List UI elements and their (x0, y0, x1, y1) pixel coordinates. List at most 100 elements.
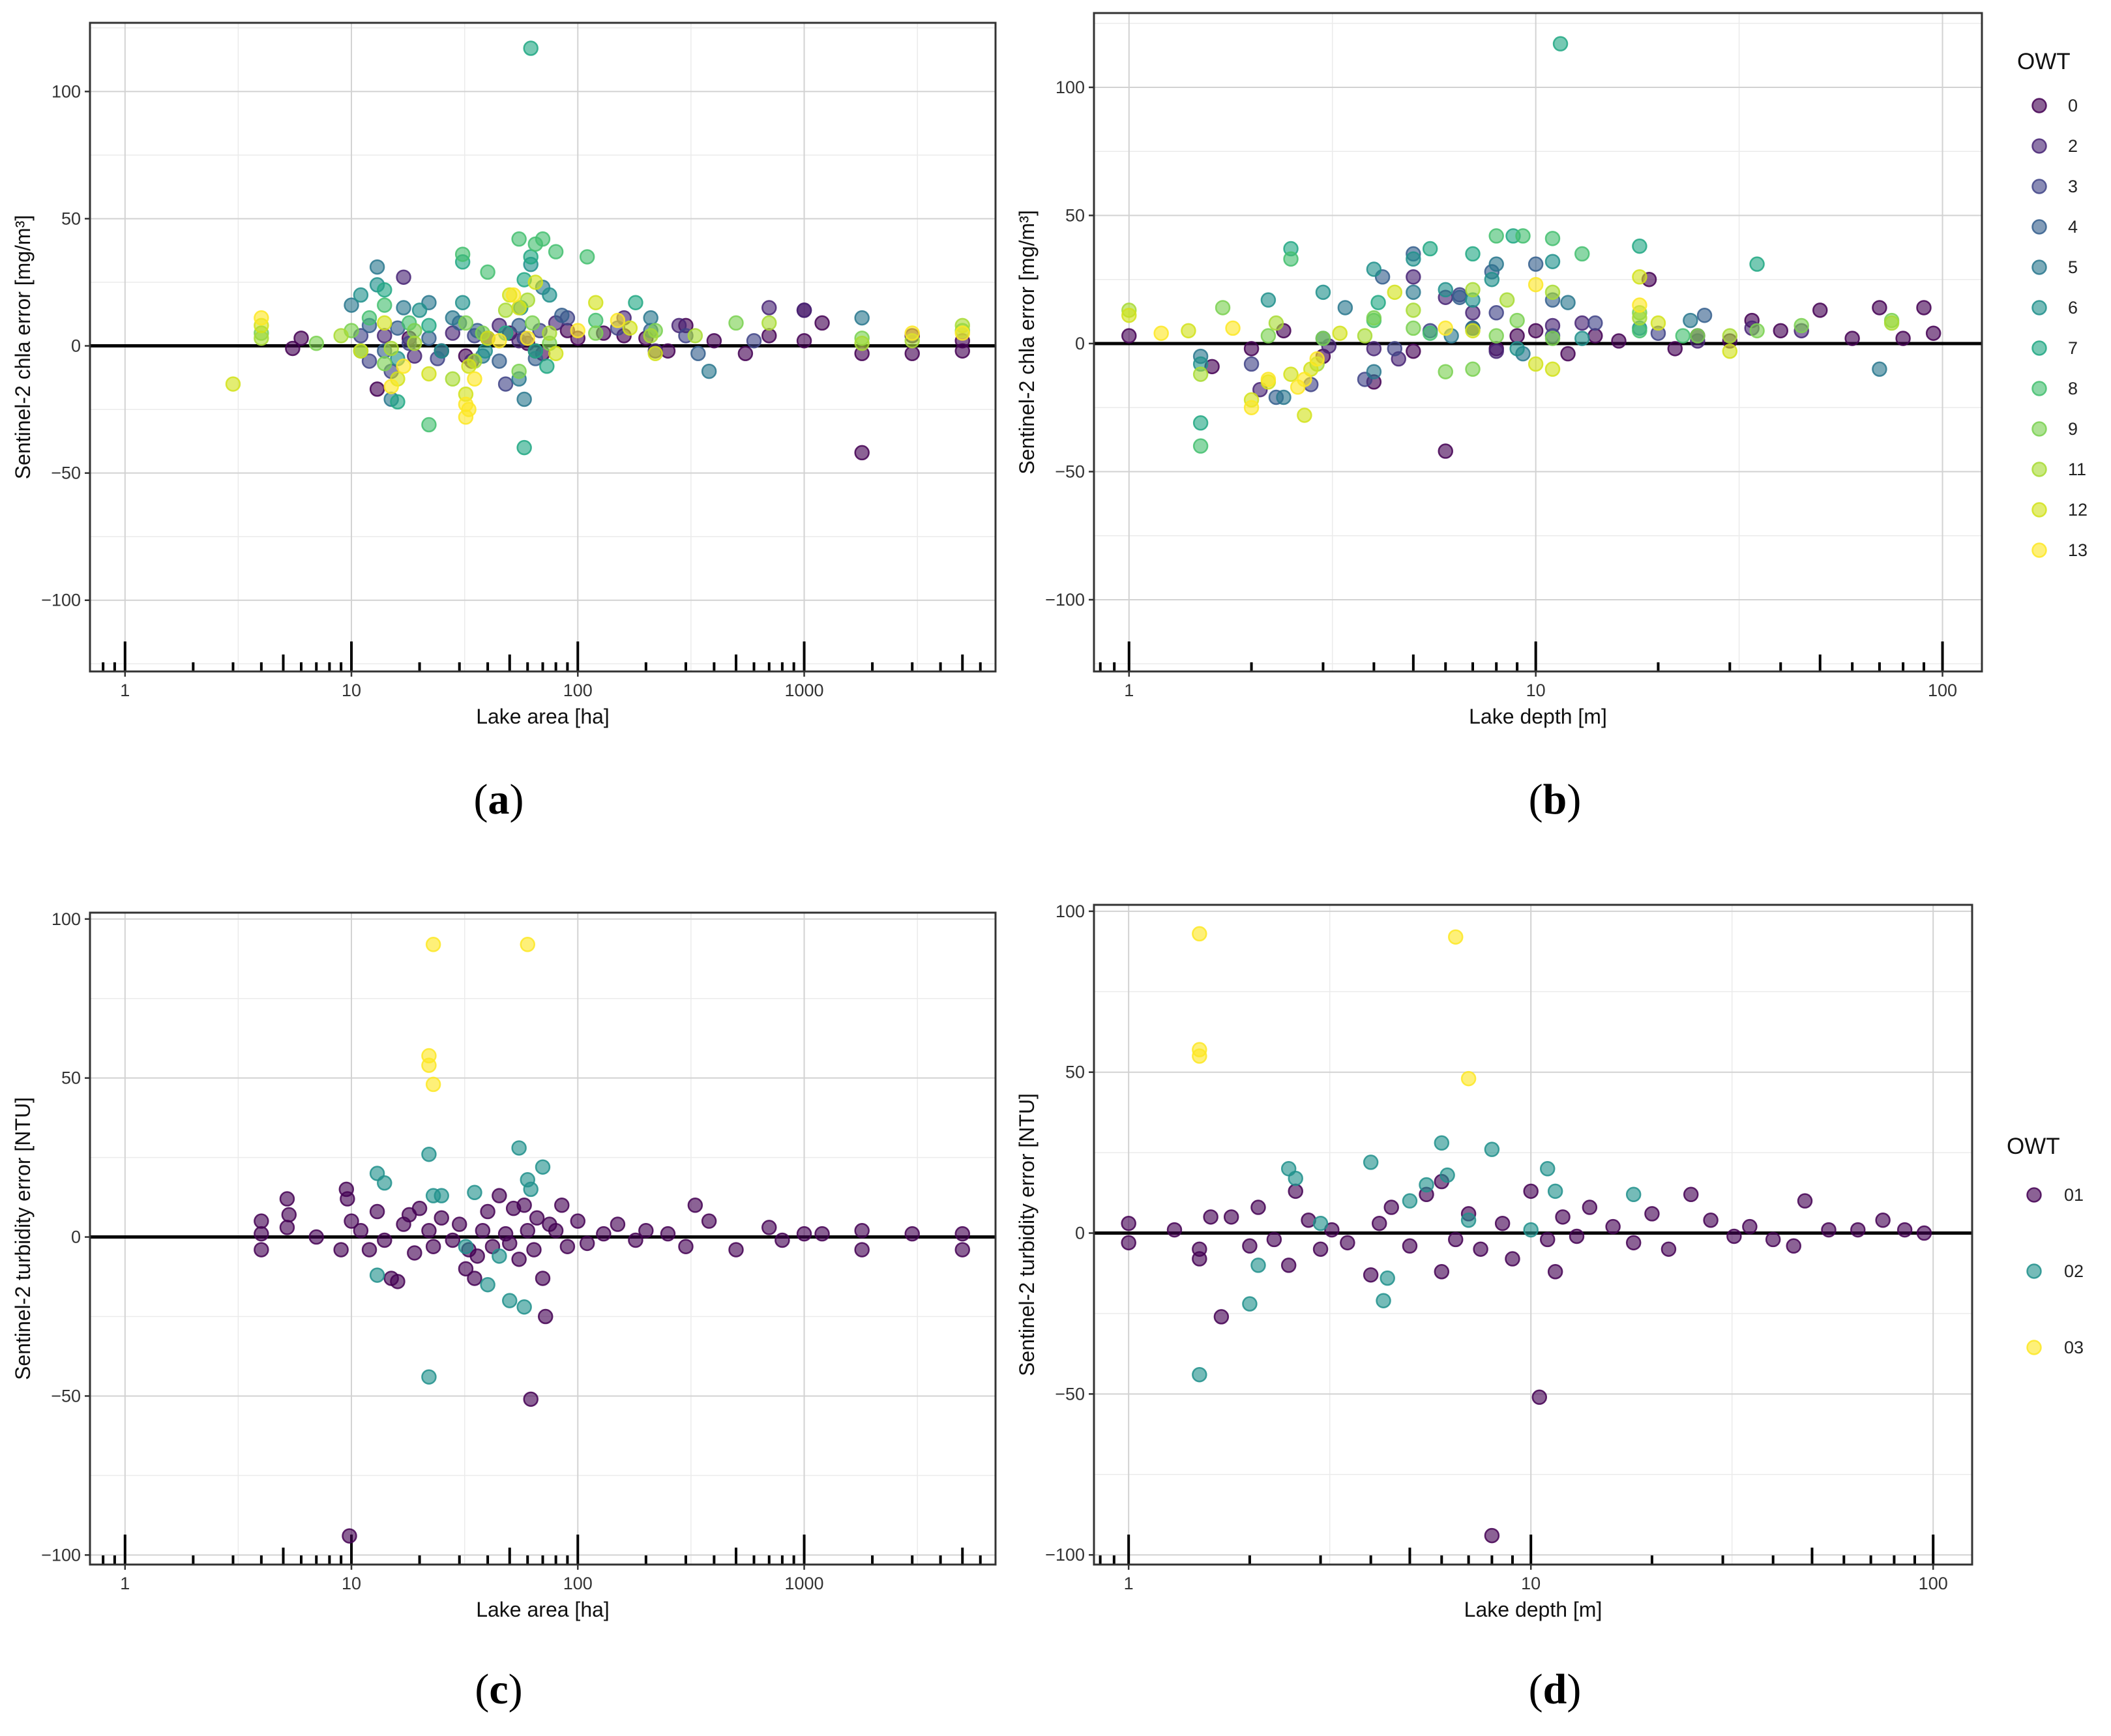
y-tick-label: 0 (71, 1228, 81, 1247)
point-owt-01 (1434, 1264, 1450, 1280)
point-owt-02 (421, 1146, 437, 1162)
point-owt-9 (1544, 331, 1561, 346)
point-owt-8 (377, 297, 392, 313)
point-owt-13 (505, 287, 522, 303)
data-points (225, 40, 971, 461)
point-owt-12 (1181, 323, 1196, 339)
legend-key-owt-4 (2031, 219, 2047, 235)
point-owt-02 (421, 1369, 437, 1385)
point-owt-12 (377, 315, 392, 331)
point-owt-0 (1925, 325, 1941, 341)
point-owt-11 (643, 328, 658, 344)
point-owt-02 (535, 1159, 551, 1175)
point-owt-01 (548, 1223, 564, 1239)
y-tick-label: −50 (1055, 462, 1085, 481)
legend-label-owt-5: 5 (2068, 257, 2078, 277)
point-owt-9 (1690, 328, 1705, 344)
point-owt-9 (1366, 310, 1382, 326)
point-owt-01 (1312, 1241, 1329, 1257)
point-owt-6 (1260, 292, 1277, 308)
point-owt-2 (1465, 305, 1481, 321)
point-owt-13 (396, 359, 411, 374)
point-owt-7 (421, 317, 437, 334)
point-owt-5 (369, 259, 385, 275)
point-owt-01 (1569, 1228, 1585, 1244)
point-owt-9 (588, 325, 604, 341)
point-owt-11 (542, 325, 557, 341)
point-owt-4 (1696, 307, 1713, 323)
point-owt-5 (1488, 256, 1504, 272)
point-owt-0 (854, 445, 870, 461)
point-owt-01 (1383, 1199, 1399, 1215)
point-owt-2 (761, 300, 777, 316)
point-owt-8 (1544, 231, 1561, 246)
point-owt-01 (1192, 1241, 1207, 1257)
point-owt-8 (454, 246, 471, 262)
legend-label-owt-03: 03 (2064, 1338, 2084, 1357)
point-owt-12 (461, 359, 477, 374)
legend-label-owt-12: 12 (2068, 500, 2088, 520)
point-owt-7 (1422, 241, 1438, 257)
point-owt-12 (548, 346, 564, 362)
point-owt-12 (1332, 325, 1348, 341)
point-owt-2 (396, 269, 411, 285)
point-owt-12 (1544, 361, 1561, 377)
point-owt-01 (1797, 1193, 1813, 1209)
point-owt-01 (628, 1232, 643, 1248)
legend-label-owt-7: 7 (2068, 338, 2078, 358)
legend-label-owt-11: 11 (2068, 460, 2086, 479)
point-owt-7 (390, 394, 406, 410)
point-owt-01 (1371, 1215, 1387, 1231)
panel-border (89, 911, 997, 1566)
point-owt-11 (1406, 302, 1421, 318)
legend-key-owt-6 (2031, 300, 2047, 316)
point-owt-8 (548, 244, 564, 259)
point-owt-7 (1465, 246, 1481, 262)
point-owt-11 (1357, 328, 1373, 344)
y-tick-label: 0 (1075, 334, 1085, 353)
legend-key-owt-03 (2026, 1340, 2042, 1355)
point-owt-8 (1675, 328, 1691, 344)
x-tick-label: 1 (120, 1574, 130, 1593)
point-owt-9 (407, 323, 422, 338)
point-owt-01 (254, 1226, 269, 1242)
panel-label: (a) (474, 776, 524, 823)
point-owt-01 (1916, 1225, 1932, 1241)
x-tick-label: 100 (563, 1574, 593, 1593)
point-owt-02 (377, 1175, 392, 1191)
point-owt-11 (1883, 315, 1900, 331)
point-owt-01 (610, 1216, 626, 1232)
point-owt-6 (1406, 251, 1421, 267)
point-owt-01 (407, 1245, 422, 1261)
point-owt-01 (502, 1235, 518, 1252)
panel-label: (d) (1529, 1666, 1582, 1713)
point-owt-01 (638, 1223, 654, 1239)
point-owt-12 (1283, 366, 1299, 382)
point-owt-01 (687, 1198, 703, 1213)
y-tick-label: 50 (61, 1068, 81, 1088)
panel-label: (b) (1529, 776, 1582, 823)
point-owt-01 (377, 1232, 392, 1248)
point-owt-5 (445, 310, 461, 326)
point-owt-02 (523, 1181, 539, 1198)
point-owt-01 (342, 1528, 357, 1544)
point-owt-4 (1452, 289, 1468, 305)
legend-label-owt-8: 8 (2068, 379, 2078, 398)
point-owt-5 (344, 297, 359, 313)
point-owt-9 (1315, 331, 1331, 346)
point-owt-01 (1121, 1215, 1136, 1231)
point-owt-13 (520, 331, 536, 346)
point-owt-11 (1499, 292, 1515, 308)
point-owt-01 (814, 1226, 830, 1242)
point-owt-02 (492, 1248, 507, 1264)
point-owt-12 (225, 376, 241, 392)
point-owt-02 (1288, 1170, 1303, 1186)
point-owt-02 (1625, 1186, 1642, 1203)
point-owt-0 (285, 340, 301, 357)
point-owt-0 (1667, 341, 1683, 357)
point-owt-02 (511, 1140, 527, 1156)
legend-title: OWT (2017, 49, 2071, 74)
y-tick-label: 100 (1056, 902, 1085, 921)
point-owt-11 (687, 328, 703, 344)
point-owt-01 (1582, 1199, 1598, 1215)
